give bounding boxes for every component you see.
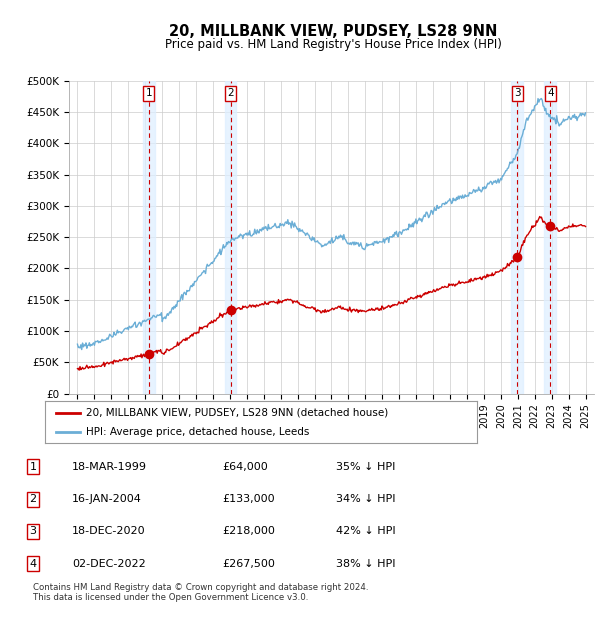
Text: 3: 3 — [29, 526, 37, 536]
Text: 02-DEC-2022: 02-DEC-2022 — [72, 559, 146, 569]
Text: 18-MAR-1999: 18-MAR-1999 — [72, 462, 147, 472]
Text: £133,000: £133,000 — [222, 494, 275, 504]
Text: 20, MILLBANK VIEW, PUDSEY, LS28 9NN (detached house): 20, MILLBANK VIEW, PUDSEY, LS28 9NN (det… — [86, 407, 388, 417]
Bar — [143, 81, 155, 394]
Bar — [544, 81, 556, 394]
Bar — [224, 81, 236, 394]
Text: 1: 1 — [29, 462, 37, 472]
Text: Contains HM Land Registry data © Crown copyright and database right 2024.
This d: Contains HM Land Registry data © Crown c… — [33, 583, 368, 602]
Text: 1: 1 — [145, 89, 152, 99]
Text: £64,000: £64,000 — [222, 462, 268, 472]
Text: 35% ↓ HPI: 35% ↓ HPI — [336, 462, 395, 472]
Text: 34% ↓ HPI: 34% ↓ HPI — [336, 494, 395, 504]
Text: Price paid vs. HM Land Registry's House Price Index (HPI): Price paid vs. HM Land Registry's House … — [164, 38, 502, 51]
Text: 4: 4 — [547, 89, 554, 99]
Text: HPI: Average price, detached house, Leeds: HPI: Average price, detached house, Leed… — [86, 427, 310, 437]
Text: 16-JAN-2004: 16-JAN-2004 — [72, 494, 142, 504]
Text: £267,500: £267,500 — [222, 559, 275, 569]
Text: 2: 2 — [227, 89, 234, 99]
Text: 42% ↓ HPI: 42% ↓ HPI — [336, 526, 395, 536]
Bar — [511, 81, 523, 394]
Text: 20, MILLBANK VIEW, PUDSEY, LS28 9NN: 20, MILLBANK VIEW, PUDSEY, LS28 9NN — [169, 24, 497, 38]
Text: 2: 2 — [29, 494, 37, 504]
Text: £218,000: £218,000 — [222, 526, 275, 536]
Text: 38% ↓ HPI: 38% ↓ HPI — [336, 559, 395, 569]
Text: 3: 3 — [514, 89, 520, 99]
Text: 4: 4 — [29, 559, 37, 569]
Text: 18-DEC-2020: 18-DEC-2020 — [72, 526, 146, 536]
